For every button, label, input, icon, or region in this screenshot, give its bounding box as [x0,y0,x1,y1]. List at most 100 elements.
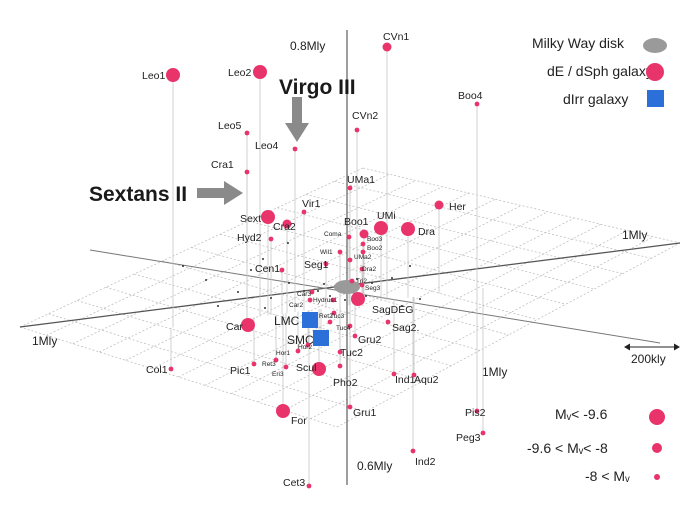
galaxy-marker-tri2 [349,278,355,284]
galaxy-label: Sag2. [392,322,419,334]
galaxy-label: Cet3 [283,477,305,489]
galaxy-label: Tuc2 [340,347,363,359]
galaxy-marker-scul [312,362,326,376]
galaxy-marker-cra1 [244,169,250,175]
galaxy-label: Col1 [146,364,168,376]
galaxy-marker-her [434,200,444,210]
galaxy-marker-leo5 [244,130,250,136]
tiny-point [250,269,252,271]
dsph-circle-icon [646,63,664,81]
legend-size-large: Mᵥ< -9.6 [555,406,608,422]
galaxy-marker-pho2 [337,363,343,369]
galaxy-marker-wil1 [337,249,343,255]
galaxy-marker-umi [374,221,388,235]
galaxy-marker-tuc2 [337,349,343,355]
legend-size-medium: -9.6 < Mᵥ< -8 [527,440,608,456]
medium-dot-icon [652,443,662,453]
galaxy-label: Cra1 [211,159,234,171]
galaxy-label: Hydrus1 [313,297,338,304]
galaxy-marker-uma2 [347,257,353,263]
galaxy-marker-cvn2 [354,127,360,133]
large-dot-icon [649,409,665,425]
galaxy-label: CVn1 [383,31,409,43]
tiny-point [287,242,289,244]
left-axis-label: 1Mly [32,334,57,348]
galaxy-marker-cvn1 [382,42,392,52]
galaxy-label: Sext [240,213,261,225]
tiny-point [262,258,264,260]
grid-line [46,173,390,336]
tiny-point [303,290,305,292]
horizontal-axis-b [89,249,661,344]
galaxy-marker-peg3 [480,430,486,436]
galaxy-marker-leo1 [166,68,180,82]
sextans-ii-callout: Sextans II [89,183,187,206]
galaxy-label: For [291,415,307,427]
tiny-point [264,307,266,309]
tiny-point [401,305,403,307]
galaxy-marker-sagdeg [351,292,365,306]
grid-line [305,194,623,275]
milky-way-disk-icon [643,38,667,53]
virgo-iii-arrow-icon [285,97,309,142]
galaxy-marker-car [241,318,255,332]
tiny-point [371,282,373,284]
legend-item-dsph: dE / dSph galaxy [547,63,653,79]
galaxy-marker-gru2 [352,333,358,339]
galaxy-label: Vir1 [302,198,321,210]
galaxy-marker-hor2 [305,342,311,348]
galaxy-marker-boo3 [360,241,366,247]
milky-way-disk [334,280,360,294]
galaxy-marker-gru1 [347,404,353,410]
grid-line [277,207,595,290]
galaxy-marker-boo4 [474,101,480,107]
galaxy-label: Gru1 [353,407,377,419]
galaxy-marker-hyd2 [268,236,274,242]
galaxy-marker-hydrus1 [330,297,336,303]
small-dots [182,242,421,309]
virgo-iii-callout: Virgo III [279,76,356,99]
tiny-point [329,295,331,297]
tiny-point [288,282,290,284]
galaxy-marker-cen1 [279,267,285,273]
front-axis-label: 1Mly [482,365,507,379]
galaxy-label: UMi [377,210,396,222]
galaxy-label: Hyd2 [237,232,262,244]
grid-line [204,211,549,386]
galaxy-marker-seg3 [359,282,365,288]
galaxy-label: Hor1 [276,350,290,357]
grid-line [162,260,481,351]
vertical-axis-bottom-label: 0.6Mly [357,459,392,473]
right-axis-label: 1Mly [622,228,647,242]
galaxy-label: Dra [418,226,435,238]
grid-line [336,242,681,428]
galaxy-marker-lmc [302,312,318,328]
galaxy-label: Aqu2 [414,374,439,386]
galaxy-marker-seg1 [323,261,329,267]
tiny-point [391,277,393,279]
galaxy-marker-leo4 [292,146,298,152]
galaxy-label: Pis2 [465,407,486,419]
galaxy-marker-cra2 [282,219,292,229]
galaxy-marker-dra [401,222,415,236]
galaxy-label: Pic1 [230,365,251,377]
galaxy-label: Boo1 [344,216,369,228]
galaxy-label: Scul [296,362,316,374]
grid-line [248,220,566,305]
galaxy-label: Gru2 [358,334,382,346]
tiny-point [365,295,367,297]
galaxy-label: Leo2 [228,67,252,79]
galaxy-label: Ind2 [415,456,436,468]
galaxy-marker-vir1 [301,209,307,215]
galaxy-label: Boo2 [367,245,383,252]
tiny-point [317,290,319,292]
grid-line [77,300,395,397]
galaxy-marker-ret2 [331,310,337,316]
galaxy-markers: CVn1 Leo1 Leo2 Boo4 CVn2 Leo5 Leo4 Cra1 UMa1 Her V… [142,31,486,489]
galaxy-marker-tuc4 [347,323,353,329]
galaxy-label: Pho2 [333,377,358,389]
galaxy-marker-pic1 [251,361,257,367]
small-dot-icon [654,474,660,480]
galaxy-label: Hor2 [298,344,312,351]
